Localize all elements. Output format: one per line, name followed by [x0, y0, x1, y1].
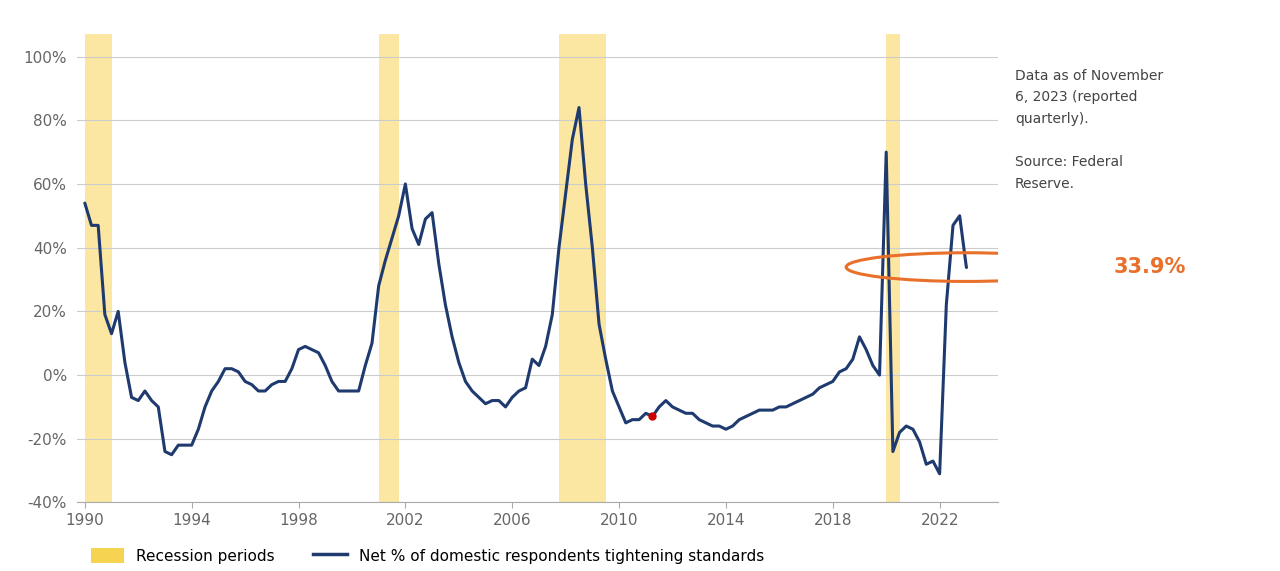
Text: Data as of November
6, 2023 (reported
quarterly).

Source: Federal
Reserve.: Data as of November 6, 2023 (reported qu… [1015, 69, 1164, 191]
Bar [379, 34, 398, 502]
Bar [84, 34, 111, 502]
Bar [559, 34, 605, 502]
Bar [886, 34, 900, 502]
Text: 33.9%: 33.9% [1114, 257, 1185, 277]
Legend: Recession periods, Net % of domestic respondents tightening standards: Recession periods, Net % of domestic res… [84, 542, 771, 570]
